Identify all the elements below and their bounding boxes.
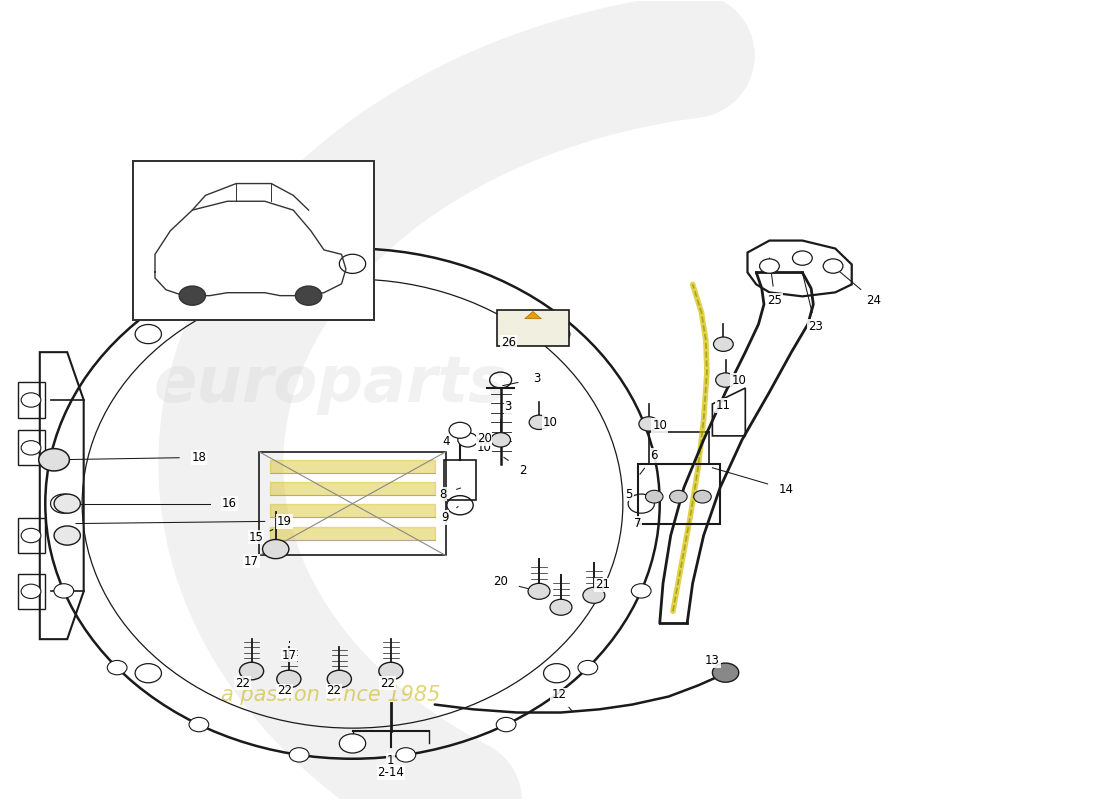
Text: 22: 22: [235, 677, 251, 690]
Text: 7: 7: [634, 517, 641, 530]
Text: 12: 12: [551, 689, 566, 702]
Circle shape: [496, 718, 516, 732]
Circle shape: [714, 337, 734, 351]
Bar: [443, 460, 476, 500]
Circle shape: [670, 490, 688, 503]
Circle shape: [296, 286, 322, 306]
Text: 8: 8: [439, 487, 447, 501]
Text: 20: 20: [493, 575, 508, 588]
Circle shape: [179, 286, 206, 306]
Circle shape: [263, 539, 289, 558]
Text: 2: 2: [519, 464, 526, 477]
Circle shape: [792, 251, 812, 266]
Circle shape: [21, 393, 41, 407]
Text: 10: 10: [542, 416, 558, 429]
Text: 3: 3: [505, 400, 512, 413]
Bar: [133, 161, 374, 320]
Text: 17: 17: [244, 554, 260, 567]
Circle shape: [550, 599, 572, 615]
Circle shape: [528, 583, 550, 599]
Text: 5: 5: [625, 487, 632, 501]
Circle shape: [51, 494, 77, 514]
Text: 17: 17: [282, 649, 296, 662]
Text: 25: 25: [768, 294, 782, 307]
Circle shape: [458, 433, 477, 447]
Circle shape: [628, 494, 654, 514]
Text: 9: 9: [441, 510, 449, 524]
Bar: [18, 574, 45, 609]
Text: 15: 15: [249, 530, 263, 544]
Text: 22: 22: [327, 685, 341, 698]
Text: 20: 20: [476, 432, 492, 445]
Circle shape: [583, 587, 605, 603]
Text: 14: 14: [779, 482, 793, 496]
Text: 6: 6: [650, 450, 658, 462]
Circle shape: [54, 526, 80, 545]
Circle shape: [277, 670, 301, 688]
Circle shape: [328, 670, 351, 688]
Bar: [497, 310, 569, 346]
Circle shape: [543, 664, 570, 682]
Circle shape: [108, 661, 126, 674]
Text: 11: 11: [716, 399, 730, 412]
Bar: [18, 430, 45, 466]
Circle shape: [21, 528, 41, 542]
Bar: [18, 382, 45, 418]
Circle shape: [713, 663, 739, 682]
Text: 23: 23: [808, 320, 823, 333]
Text: 13: 13: [705, 654, 719, 667]
Circle shape: [189, 718, 209, 732]
Text: 18: 18: [191, 451, 207, 464]
Circle shape: [339, 734, 365, 753]
Circle shape: [339, 254, 365, 274]
Text: 26: 26: [500, 336, 516, 349]
Text: 2-14: 2-14: [377, 766, 405, 779]
Circle shape: [646, 490, 663, 503]
Text: 19: 19: [277, 514, 292, 528]
Bar: [638, 464, 721, 523]
Circle shape: [578, 661, 597, 674]
Text: 1: 1: [387, 754, 395, 767]
Circle shape: [823, 259, 843, 274]
Circle shape: [21, 584, 41, 598]
Circle shape: [54, 494, 80, 514]
Text: 10: 10: [732, 374, 746, 386]
Circle shape: [378, 662, 403, 680]
Text: 24: 24: [866, 294, 881, 307]
Circle shape: [529, 415, 549, 430]
Circle shape: [543, 325, 570, 344]
Circle shape: [491, 433, 510, 447]
Text: 22: 22: [381, 677, 395, 690]
Circle shape: [639, 417, 659, 431]
Circle shape: [631, 584, 651, 598]
Text: 21: 21: [595, 578, 610, 591]
Circle shape: [135, 325, 162, 344]
Circle shape: [716, 373, 736, 387]
Polygon shape: [525, 311, 541, 318]
Circle shape: [39, 449, 69, 471]
Text: 22: 22: [277, 685, 292, 698]
Circle shape: [760, 259, 779, 274]
Circle shape: [396, 748, 416, 762]
Circle shape: [449, 422, 471, 438]
Text: 16: 16: [222, 497, 238, 510]
Circle shape: [21, 441, 41, 455]
Circle shape: [240, 662, 264, 680]
Text: a passion since 1985: a passion since 1985: [221, 685, 440, 705]
Bar: [133, 161, 374, 320]
Circle shape: [135, 664, 162, 682]
Circle shape: [694, 490, 712, 503]
Circle shape: [289, 748, 309, 762]
Text: 4: 4: [442, 435, 450, 448]
Text: 10: 10: [652, 419, 668, 432]
Text: 3: 3: [534, 372, 540, 385]
Text: europarts: europarts: [154, 353, 507, 415]
Text: 10: 10: [476, 442, 492, 454]
Bar: [260, 452, 446, 555]
Bar: [18, 518, 45, 553]
Circle shape: [54, 584, 74, 598]
